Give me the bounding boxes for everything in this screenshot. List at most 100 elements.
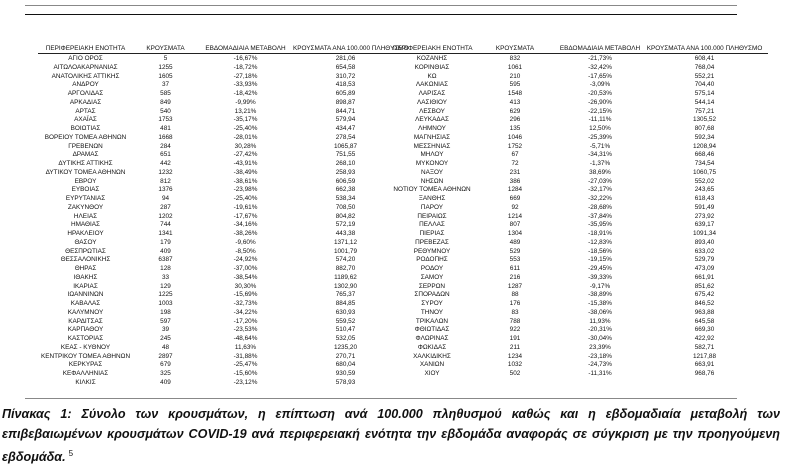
table-row: ΑΙΤΩΛΟΑΚΑΡΝΑΝΙΑΣ 1255 -18,72% 654,58 xyxy=(38,64,398,73)
cases: 629 xyxy=(509,107,521,115)
weekly-change: 11,63% xyxy=(234,343,257,351)
region-name: ΑΓΙΟ ΟΡΟΣ xyxy=(68,55,103,62)
cases: 1003 xyxy=(158,300,173,307)
cases: 72 xyxy=(511,160,519,167)
table-row: ΕΒΡΟΥ 812 -38,61% 606,59 xyxy=(38,178,398,187)
weekly-change: -3,09% xyxy=(589,81,611,89)
region-name: ΜΗΛΟΥ xyxy=(420,151,444,159)
header-per-100k: ΚΡΟΥΣΜΑΤΑ ΑΝΑ 100.000 ΠΛΗΘΥΣΜΟ xyxy=(646,45,763,52)
table-row: ΕΥΡΥΤΑΝΙΑΣ 94 -25,40% 538,34 xyxy=(38,195,398,204)
cases-per-100k: 668,46 xyxy=(694,151,715,159)
table-row: ΚΑΡΠΑΘΟΥ 39 -23,53% 510,47 xyxy=(38,326,398,335)
cases-per-100k: 893,40 xyxy=(694,238,715,246)
region-name: ΦΘΙΩΤΙΔΑΣ xyxy=(414,326,450,334)
cases-per-100k: 618,43 xyxy=(694,195,715,202)
weekly-change: -31,88% xyxy=(233,352,258,360)
weekly-change: -26,90% xyxy=(588,98,612,106)
region-name: ΞΑΝΘΗΣ xyxy=(418,195,446,202)
cases: 67 xyxy=(511,151,519,159)
cases: 529 xyxy=(509,247,521,255)
table-row: ΧΙΟΥ 502 -11,31% 968,76 xyxy=(393,370,768,379)
table-caption: Πίνακας 1: Σύνολο των κρουσμάτων, η επίπ… xyxy=(2,404,780,467)
region-name: ΝΗΣΩΝ xyxy=(420,177,444,185)
weekly-change: -27,42% xyxy=(233,151,258,159)
cases: 94 xyxy=(161,195,170,202)
region-name: ΚΕΑΣ - ΚΥΘΝΟΥ xyxy=(60,343,111,351)
region-name: ΚΕΦΑΛΛΗΝΙΑΣ xyxy=(62,370,109,377)
weekly-change: -19,61% xyxy=(233,203,258,211)
header-rule xyxy=(25,14,737,15)
region-name: ΧΙΟΥ xyxy=(424,370,440,377)
cases: 191 xyxy=(509,335,521,342)
region-name: ΔΥΤΙΚΟΥ ΤΟΜΕΑ ΑΘΗΝΩΝ xyxy=(45,168,126,176)
cases-per-100k: 1189,62 xyxy=(334,273,357,281)
header-cases: ΚΡΟΥΣΜΑΤΑ xyxy=(146,45,185,52)
cases-table-right: ΠΕΡΙΦΕΡΕΙΑΚΗ ΕΝΟΤΗΤΑ ΚΡΟΥΣΜΑΤΑ ΕΒΔΟΜΑΔΙΑ… xyxy=(393,45,768,379)
table-row: ΦΘΙΩΤΙΔΑΣ 922 -20,31% 669,30 xyxy=(393,326,768,335)
table-row: ΔΥΤΙΚΗΣ ΑΤΤΙΚΗΣ 442 -43,91% 268,10 xyxy=(38,160,398,169)
region-name: ΚΕΝΤΡΙΚΟΥ ΤΟΜΕΑ ΑΘΗΝΩΝ xyxy=(40,352,131,360)
cases-per-100k: 963,88 xyxy=(694,308,715,316)
weekly-change: 12,50% xyxy=(589,125,611,132)
cases-per-100k: 605,89 xyxy=(335,90,356,97)
region-name: ΛΕΥΚΑΔΑΣ xyxy=(415,116,449,124)
region-name: ΠΡΕΒΕΖΑΣ xyxy=(415,238,449,246)
table-row: ΧΑΛΚΙΔΙΚΗΣ 1234 -23,18% 1217,88 xyxy=(393,353,768,362)
table-row: ΒΟΙΩΤΙΑΣ 481 -25,40% 434,47 xyxy=(38,125,398,134)
cases: 179 xyxy=(160,238,171,246)
weekly-change: -39,33% xyxy=(588,273,612,281)
weekly-change: 38,69% xyxy=(589,168,611,176)
cases: 129 xyxy=(160,282,171,290)
table-row: ΡΟΔΟΥ 611 -29,45% 473,09 xyxy=(393,265,768,274)
bottom-rule xyxy=(25,398,737,399)
cases-per-100k: 1065,87 xyxy=(333,142,358,150)
cases-per-100k: 645,58 xyxy=(694,317,715,325)
cases: 832 xyxy=(509,55,521,62)
cases: 128 xyxy=(160,265,171,272)
cases: 287 xyxy=(160,203,171,211)
header-weekly-change: ΕΒΔΟΜΑΔΙΑΙΑ ΜΕΤΑΒΟΛΗ xyxy=(559,45,641,52)
table-header: ΠΕΡΙΦΕΡΕΙΑΚΗ ΕΝΟΤΗΤΑ ΚΡΟΥΣΜΑΤΑ ΕΒΔΟΜΑΔΙΑ… xyxy=(38,45,409,54)
region-name: ΣΕΡΡΩΝ xyxy=(418,282,446,290)
region-name: ΚΟΖΑΝΗΣ xyxy=(416,55,448,62)
cases-per-100k: 552,21 xyxy=(694,72,715,80)
region-name: ΜΥΚΟΝΟΥ xyxy=(415,160,449,167)
weekly-change: -32,17% xyxy=(588,186,612,194)
region-name: ΙΘΑΚΗΣ xyxy=(73,273,98,281)
weekly-change: -28,01% xyxy=(233,133,258,141)
region-name: ΔΥΤΙΚΗΣ ΑΤΤΙΚΗΣ xyxy=(58,160,113,167)
region-name: ΠΕΛΛΑΣ xyxy=(419,221,445,229)
cases-per-100k: 669,30 xyxy=(694,326,715,334)
table-row: ΑΝΑΤΟΛΙΚΗΣ ΑΤΤΙΚΗΣ 1605 -27,18% 310,72 xyxy=(38,73,398,82)
weekly-change: -23,98% xyxy=(233,186,258,194)
table-row: ΛΗΜΝΟΥ 135 12,50% 807,68 xyxy=(393,125,768,134)
weekly-change: -37,84% xyxy=(588,212,612,220)
region-name: ΘΕΣΣΑΛΟΝΙΚΗΣ xyxy=(60,256,111,264)
cases: 585 xyxy=(160,90,171,97)
cases: 210 xyxy=(509,72,521,80)
cases: 88 xyxy=(511,291,519,299)
region-name: ΦΛΩΡΙΝΑΣ xyxy=(415,335,449,342)
cases: 1225 xyxy=(158,291,173,299)
cases: 198 xyxy=(160,308,171,316)
cases-per-100k: 418,53 xyxy=(335,81,356,89)
table-row: ΛΕΣΒΟΥ 629 -22,15% 757,21 xyxy=(393,108,768,117)
cases: 413 xyxy=(509,98,521,106)
region-name: ΘΗΡΑΣ xyxy=(74,265,97,272)
cases-per-100k: 846,52 xyxy=(694,300,715,307)
cases-per-100k: 661,91 xyxy=(694,273,715,281)
cases: 2897 xyxy=(158,352,173,360)
cases: 595 xyxy=(509,81,521,89)
weekly-change: -18,91% xyxy=(588,230,612,237)
cases: 409 xyxy=(160,247,171,255)
region-name: ΚΑΛΥΜΝΟΥ xyxy=(67,308,104,316)
footnote-marker: 5 xyxy=(68,449,74,458)
cases-per-100k: 1208,94 xyxy=(692,142,717,150)
weekly-change: 30,28% xyxy=(234,142,257,150)
region-name: ΚΙΛΚΙΣ xyxy=(75,378,96,386)
cases: 211 xyxy=(509,343,521,351)
cases-per-100k: 630,93 xyxy=(335,308,356,316)
cases: 481 xyxy=(160,125,171,132)
cases: 6387 xyxy=(158,256,173,264)
weekly-change: -38,26% xyxy=(233,230,258,237)
